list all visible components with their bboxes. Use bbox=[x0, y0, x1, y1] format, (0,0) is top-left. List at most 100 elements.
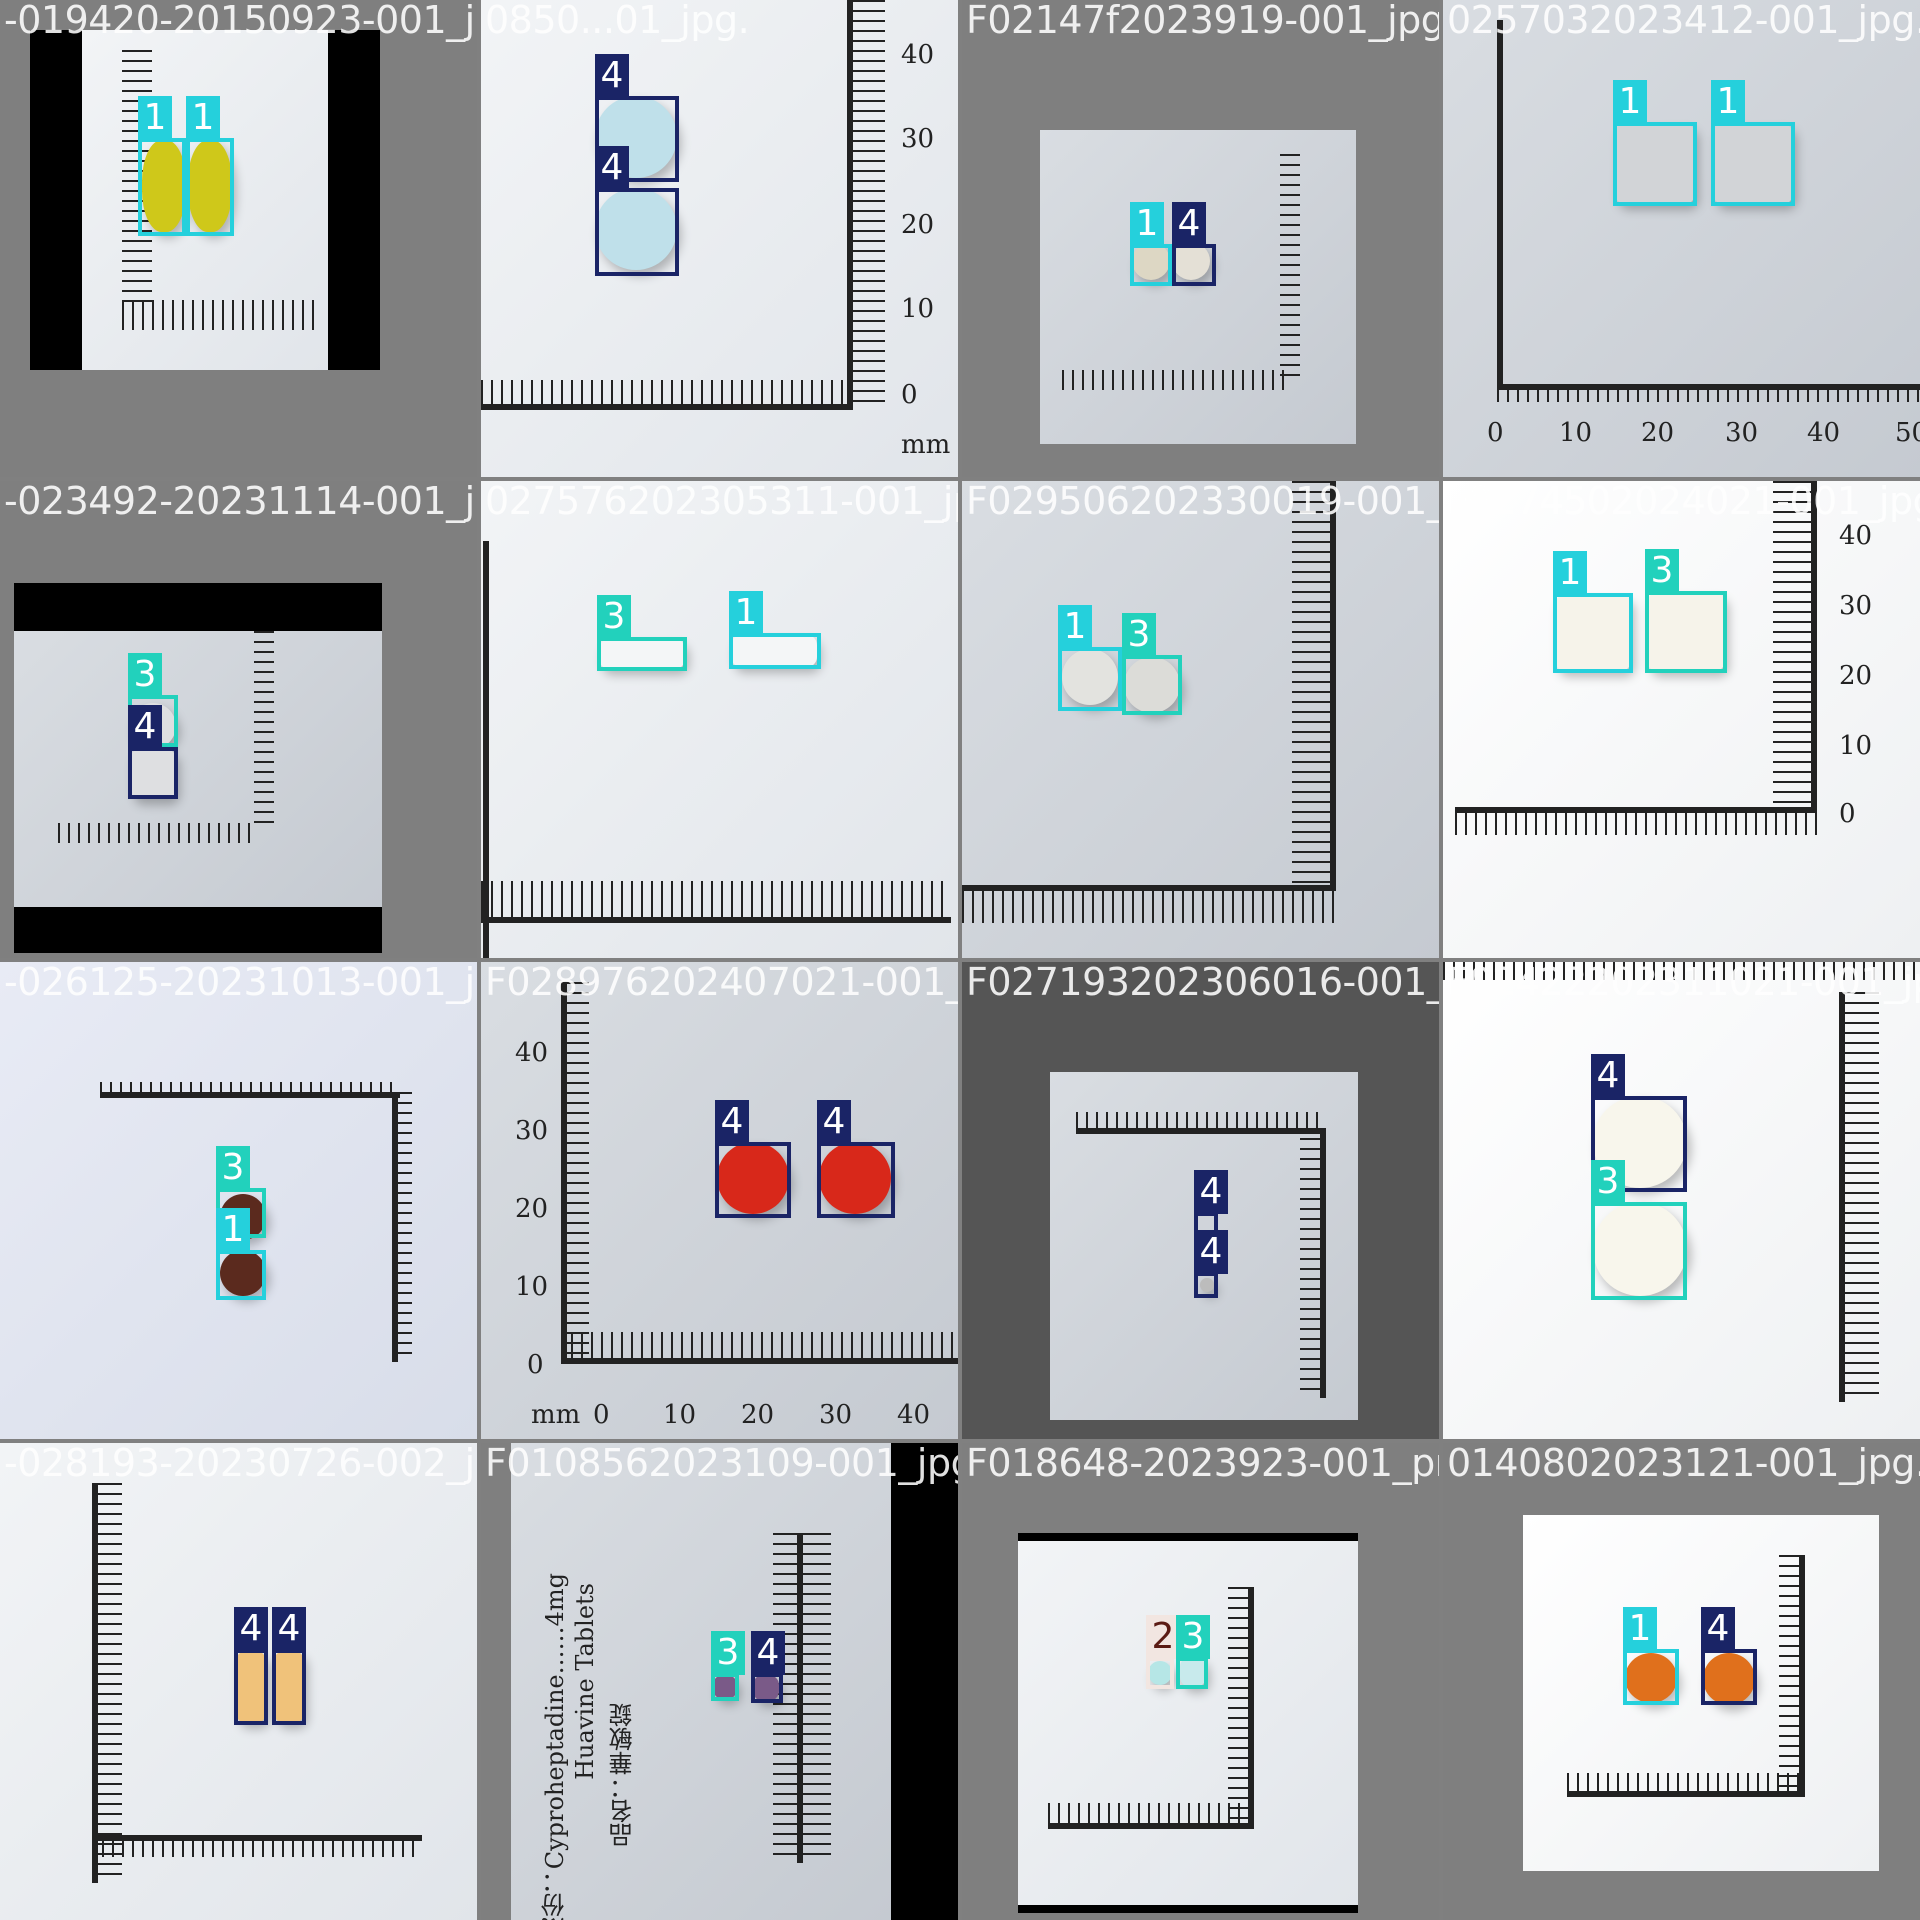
ruler-ticks bbox=[1443, 962, 1920, 980]
photo bbox=[481, 481, 958, 958]
ruler-label: 30 bbox=[515, 1116, 549, 1146]
ruler-ticks bbox=[100, 1082, 400, 1096]
detection-box: 3 bbox=[711, 1631, 745, 1701]
ruler-label: 10 bbox=[901, 294, 935, 324]
class-label: 4 bbox=[595, 146, 629, 190]
detection-box: 3 bbox=[1645, 549, 1727, 673]
ruler-horizontal bbox=[481, 917, 951, 923]
ruler-horizontal bbox=[92, 1835, 422, 1841]
ruler-label: 20 bbox=[741, 1400, 775, 1430]
ruler-label: 30 bbox=[1725, 418, 1759, 448]
detection-box: 4 bbox=[595, 54, 679, 182]
class-label: 3 bbox=[128, 653, 162, 697]
tablet bbox=[1647, 593, 1725, 671]
class-label: 1 bbox=[216, 1208, 250, 1252]
detection-box: 1 bbox=[216, 1208, 266, 1300]
ruler-label: 20 bbox=[515, 1194, 549, 1224]
tablet bbox=[236, 1651, 266, 1723]
ruler-label: 0 bbox=[1487, 418, 1504, 448]
black-band bbox=[14, 583, 382, 631]
class-label: 1 bbox=[186, 96, 220, 140]
ruler-vertical bbox=[1811, 481, 1817, 811]
tile-6: 3 1 027576202305311-001_jpg. bbox=[481, 481, 958, 958]
ruler-horizontal bbox=[1076, 1128, 1326, 1134]
photo: 40 30 20 10 0 bbox=[1443, 481, 1920, 958]
ruler-label: 10 bbox=[663, 1400, 697, 1430]
ruler-label: 0 bbox=[1839, 799, 1856, 829]
ruler-label: 40 bbox=[1807, 418, 1841, 448]
detection-box: 1 bbox=[1613, 80, 1697, 206]
detection-box: 4 bbox=[1591, 1054, 1687, 1192]
tile-16: 1 4 0140802023121-001_jpg. bbox=[1443, 1443, 1920, 1920]
filename-label: F027193202306016-001_jpg. bbox=[966, 962, 1439, 1004]
ruler-ticks bbox=[98, 1483, 122, 1883]
tile-15: 2 3 F018648-2023923-001_png_jpg. bbox=[962, 1443, 1439, 1920]
tablet bbox=[1593, 1202, 1687, 1296]
ruler-ticks bbox=[1076, 1112, 1326, 1128]
photo bbox=[511, 1443, 891, 1920]
ruler-ticks bbox=[1292, 481, 1330, 891]
detection-box: 1 bbox=[1130, 202, 1172, 286]
tile-10: 40 30 20 10 0 mm 0 10 20 30 40 4 4 F0289… bbox=[481, 962, 958, 1439]
ruler-label: 30 bbox=[901, 124, 935, 154]
detection-box: 2 bbox=[1146, 1615, 1180, 1689]
ruler-ticks bbox=[1773, 481, 1811, 811]
ruler-ticks bbox=[92, 1839, 422, 1857]
ruler-ticks bbox=[1062, 370, 1288, 390]
ruler-horizontal bbox=[481, 404, 853, 410]
ruler-label: 20 bbox=[1641, 418, 1675, 448]
photo bbox=[1018, 1541, 1358, 1905]
class-label: 3 bbox=[597, 595, 631, 639]
ruler-ticks bbox=[1048, 1803, 1254, 1823]
ruler-ticks bbox=[1779, 1555, 1799, 1795]
class-label: 3 bbox=[1176, 1615, 1210, 1659]
ruler-horizontal bbox=[1567, 1791, 1805, 1797]
tile-8: 40 30 20 10 0 1 3 F0274502024021-001_jpg… bbox=[1443, 481, 1920, 958]
ruler-label: 20 bbox=[1839, 661, 1873, 691]
class-label: 1 bbox=[729, 591, 763, 635]
tablet bbox=[142, 140, 186, 232]
tablet bbox=[753, 1675, 779, 1701]
class-label: 3 bbox=[711, 1631, 745, 1675]
tile-7: 1 3 F029506202330019-001_jpg. bbox=[962, 481, 1439, 958]
ruler-label: 0 bbox=[901, 380, 918, 410]
tablet bbox=[1703, 1653, 1755, 1705]
tablet bbox=[599, 639, 685, 669]
ruler-label: 40 bbox=[1839, 521, 1873, 551]
tile-11: 4 4 F027193202306016-001_jpg. bbox=[962, 962, 1439, 1439]
ruler-ticks bbox=[962, 889, 1336, 923]
class-label: 1 bbox=[1058, 605, 1092, 649]
tile-14: 成份：Cyproheptadine……4mg Huavine Tablets 品… bbox=[481, 1443, 958, 1920]
detection-box: 3 bbox=[1176, 1615, 1210, 1689]
class-label: 1 bbox=[1711, 80, 1745, 124]
tile-3: 1 4 F02147f2023919-001_jpg. bbox=[962, 0, 1439, 477]
class-label: 4 bbox=[595, 54, 629, 98]
ruler-label: 40 bbox=[897, 1400, 931, 1430]
class-label: 4 bbox=[1194, 1170, 1228, 1214]
class-label: 3 bbox=[1591, 1160, 1625, 1204]
ruler-vertical bbox=[1248, 1587, 1254, 1827]
class-label: 4 bbox=[1172, 202, 1206, 246]
photo bbox=[14, 631, 382, 907]
tablet bbox=[595, 188, 677, 270]
ruler-label: 10 bbox=[1839, 731, 1873, 761]
detection-box: 3 bbox=[597, 595, 687, 671]
ruler-label: 20 bbox=[901, 210, 935, 240]
ruler-vertical bbox=[1799, 1555, 1805, 1795]
detection-box: 4 bbox=[715, 1100, 791, 1218]
detection-box: 4 bbox=[128, 705, 178, 799]
filename-label: -023492-20231114-001_jpg. bbox=[4, 481, 477, 523]
tablet bbox=[130, 749, 176, 799]
tablet bbox=[731, 635, 817, 667]
black-band bbox=[1018, 1905, 1358, 1913]
class-label: 4 bbox=[1701, 1607, 1735, 1651]
class-label: 2 bbox=[1146, 1615, 1180, 1659]
class-label: 3 bbox=[1645, 549, 1679, 593]
class-label: 4 bbox=[234, 1607, 268, 1651]
detection-box: 1 bbox=[186, 96, 234, 236]
class-label: 4 bbox=[751, 1631, 785, 1675]
detection-box: 1 bbox=[138, 96, 186, 236]
photo bbox=[962, 481, 1439, 958]
ruler-ticks bbox=[561, 1332, 958, 1358]
